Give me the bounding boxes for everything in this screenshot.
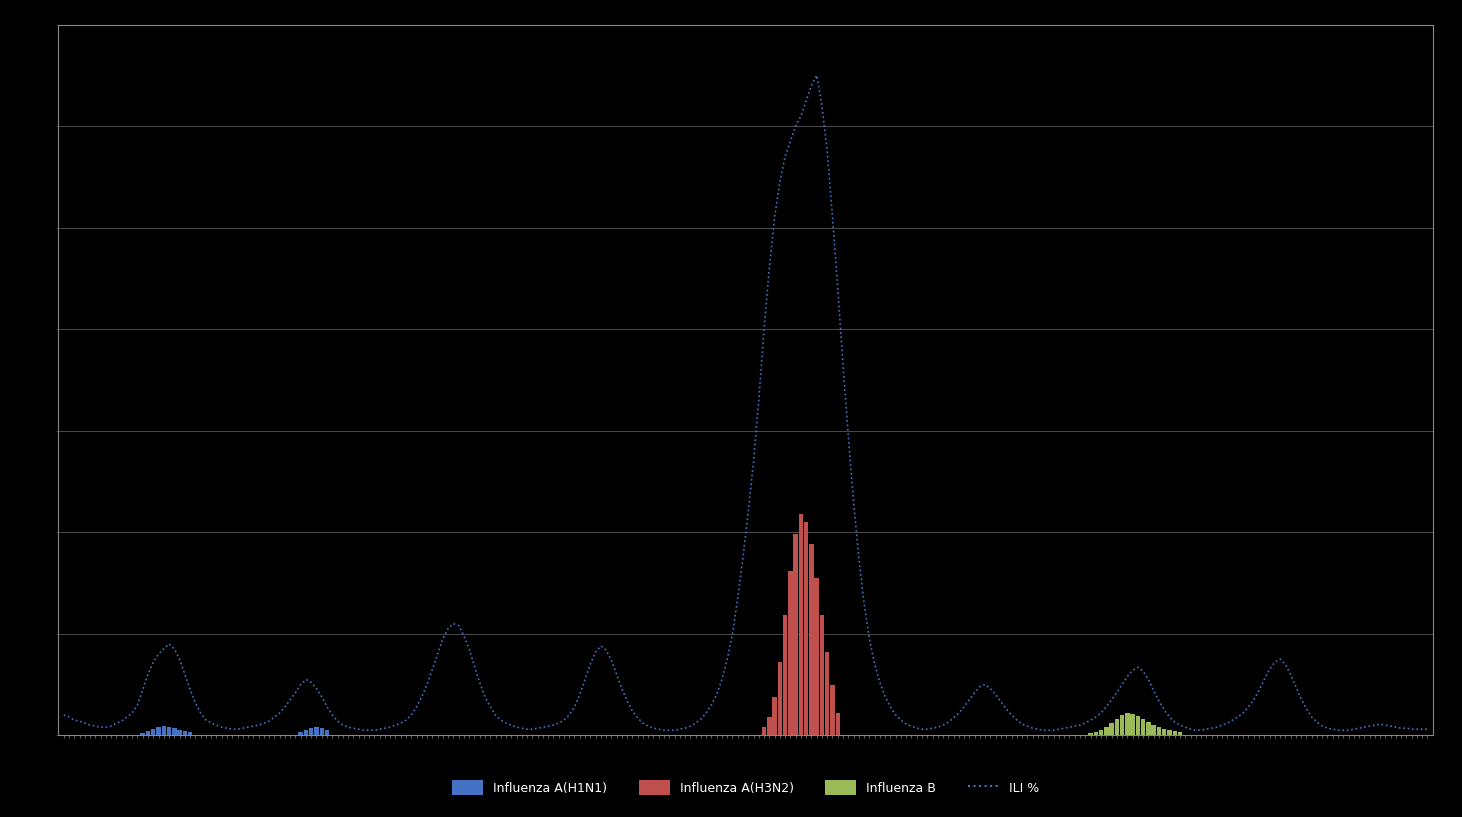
Bar [1136,716,1140,735]
Bar [1126,713,1130,735]
Bar [298,732,303,735]
Bar [835,713,841,735]
Bar [146,731,151,735]
Bar [189,732,193,735]
Bar [161,726,167,735]
Bar [1094,732,1098,735]
Bar [1104,727,1108,735]
Bar [1173,731,1177,735]
Bar [1152,725,1156,735]
Bar [140,734,145,735]
Bar [772,697,776,735]
Bar [173,728,177,735]
Bar [325,730,329,735]
Bar [782,615,788,735]
Bar [167,727,171,735]
Bar [314,727,319,735]
Bar [1120,715,1124,735]
Bar [808,544,814,735]
Bar [762,727,766,735]
Bar [1099,730,1104,735]
Bar [151,730,155,735]
Bar [820,615,825,735]
Bar [804,522,808,735]
Bar [788,571,792,735]
Bar [1167,730,1171,735]
Bar [1156,727,1161,735]
Bar [320,728,325,735]
Bar [156,727,161,735]
Legend: Influenza A(H1N1), Influenza A(H3N2), Influenza B, ILI %: Influenza A(H1N1), Influenza A(H3N2), In… [447,775,1044,800]
Bar [1140,719,1145,735]
Bar [1114,719,1118,735]
Bar [778,663,782,735]
Bar [814,578,819,735]
Bar [794,534,798,735]
Bar [798,514,803,735]
Bar [308,728,313,735]
Bar [1162,730,1167,735]
Bar [177,730,181,735]
Bar [1130,714,1135,735]
Bar [825,652,829,735]
Bar [1178,732,1183,735]
Bar [768,717,772,735]
Bar [1110,723,1114,735]
Bar [183,731,187,735]
Bar [830,685,835,735]
Bar [304,730,308,735]
Bar [1146,722,1151,735]
Bar [1088,734,1092,735]
